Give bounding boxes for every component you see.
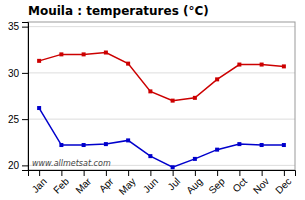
x-tick: Mar bbox=[73, 170, 93, 196]
tick-label: 35 bbox=[8, 21, 20, 32]
x-axis: JanFebMarAprMayJun JulAugSepOctNovDec bbox=[29, 170, 296, 197]
plot: 20 25 30 35 JanFebMarAprMayJun JulAugSepOctNo… bbox=[8, 21, 296, 196]
tick-mark bbox=[284, 170, 285, 176]
tick-mark bbox=[22, 119, 28, 120]
marker bbox=[104, 51, 108, 55]
tick-mark bbox=[22, 165, 28, 166]
marker bbox=[126, 138, 130, 142]
tick-mark bbox=[128, 170, 129, 176]
tick-mark bbox=[262, 170, 263, 176]
marker bbox=[126, 62, 130, 66]
x-tick: Sep bbox=[206, 170, 227, 196]
tick-mark bbox=[150, 170, 151, 176]
tick-label: Jun bbox=[141, 176, 160, 195]
tick-mark bbox=[61, 170, 62, 176]
x-tick: Apr bbox=[97, 170, 116, 194]
series-line bbox=[39, 53, 284, 101]
marker bbox=[37, 106, 41, 110]
x-tick: Jan bbox=[30, 170, 49, 195]
chart: 20 25 30 35 JanFebMarAprMayJun JulAugSepOctNo… bbox=[0, 0, 305, 200]
marker bbox=[37, 59, 41, 63]
grid-line bbox=[28, 26, 295, 27]
marker bbox=[193, 157, 197, 161]
marker bbox=[59, 52, 63, 56]
x-tick: May bbox=[117, 170, 138, 197]
tick-label: Nov bbox=[251, 176, 271, 196]
tick-label: Apr bbox=[97, 175, 116, 194]
tick-label: Jul bbox=[165, 176, 182, 193]
x-tick: Jun bbox=[141, 170, 160, 195]
grid-line bbox=[28, 72, 295, 73]
marker bbox=[282, 143, 286, 147]
y-tick: 25 bbox=[8, 114, 28, 125]
series bbox=[37, 51, 286, 103]
grid-line bbox=[28, 119, 295, 120]
marker bbox=[171, 99, 175, 103]
series-group bbox=[37, 51, 286, 170]
marker bbox=[237, 63, 241, 67]
title: Mouila : temperatures (°C) bbox=[28, 4, 209, 18]
tick-label: Dec bbox=[273, 176, 293, 196]
marker bbox=[193, 96, 197, 100]
marker bbox=[282, 64, 286, 68]
tick-mark bbox=[217, 170, 218, 176]
tick-label: Oct bbox=[230, 176, 249, 195]
marker bbox=[82, 52, 86, 56]
tick-label: Jan bbox=[30, 176, 49, 195]
axis-domain bbox=[22, 23, 29, 171]
tick-mark bbox=[195, 170, 196, 176]
marker bbox=[148, 154, 152, 158]
y-tick: 35 bbox=[8, 21, 28, 32]
marker bbox=[59, 143, 63, 147]
plot-frame bbox=[28, 22, 295, 170]
y-axis: 20 25 30 35 bbox=[8, 21, 29, 171]
tick-mark bbox=[106, 170, 107, 176]
tick-label: May bbox=[117, 176, 138, 197]
x-tick: Jul bbox=[165, 170, 182, 192]
tick-mark bbox=[22, 27, 28, 28]
annotation: www.allmetsat.com bbox=[32, 159, 111, 168]
marker bbox=[104, 142, 108, 146]
tick-mark bbox=[84, 170, 85, 176]
marker bbox=[260, 143, 264, 147]
y-tick: 20 bbox=[8, 160, 28, 171]
tick-mark bbox=[239, 170, 240, 176]
tick-label: Sep bbox=[206, 175, 227, 196]
x-tick: Oct bbox=[230, 170, 249, 194]
marker bbox=[148, 89, 152, 93]
y-tick: 30 bbox=[8, 68, 28, 79]
tick-label: Aug bbox=[184, 176, 204, 196]
marker bbox=[215, 148, 219, 152]
tick-label: 25 bbox=[8, 114, 20, 125]
x-tick: Nov bbox=[251, 170, 271, 196]
marker bbox=[171, 165, 175, 169]
tick-mark bbox=[22, 73, 28, 74]
marker bbox=[82, 143, 86, 147]
marker bbox=[237, 142, 241, 146]
marker bbox=[215, 77, 219, 81]
axis-domain bbox=[29, 171, 296, 177]
x-tick: Dec bbox=[273, 170, 293, 196]
x-tick: Aug bbox=[184, 170, 204, 196]
tick-mark bbox=[39, 170, 40, 176]
x-tick: Feb bbox=[51, 170, 71, 196]
tick-label: 30 bbox=[8, 68, 20, 79]
tick-mark bbox=[173, 170, 174, 176]
tick-label: Feb bbox=[51, 175, 71, 195]
marker bbox=[260, 63, 264, 67]
tick-label: 20 bbox=[8, 160, 20, 171]
tick-label: Mar bbox=[73, 175, 93, 195]
